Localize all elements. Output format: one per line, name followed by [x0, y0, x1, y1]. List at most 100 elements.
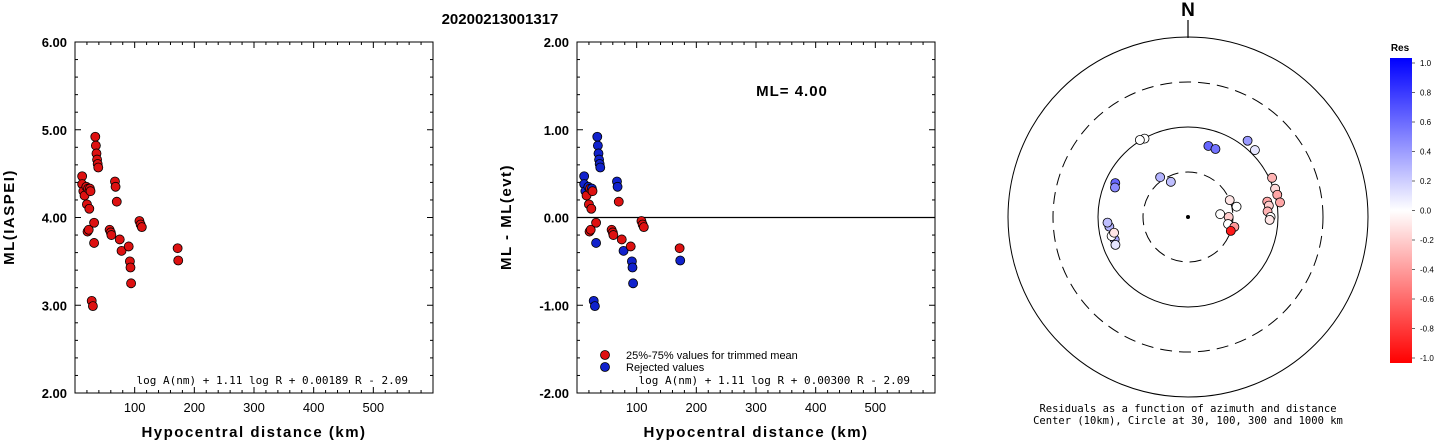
station-point: [1109, 227, 1119, 238]
data-point: [592, 131, 603, 142]
data-point: [84, 203, 95, 214]
azimuth-residual-panel: N Residuals as a function of azimuth and…: [1007, 0, 1369, 427]
polar-caption-line2: Center (10km), Circle at 30, 100, 300 an…: [1033, 415, 1343, 427]
legend-rejected-label: Rejected values: [626, 362, 705, 374]
y-tick-label: 2.00: [42, 386, 67, 401]
distance-ring: [1097, 126, 1279, 308]
y-tick-label: 6.00: [42, 35, 67, 50]
station-point: [1215, 209, 1226, 220]
data-point: [627, 262, 638, 273]
data-point: [136, 222, 147, 233]
data-point: [116, 245, 127, 256]
y-tick-label: 5.00: [42, 123, 67, 138]
data-point: [83, 224, 94, 235]
data-point: [613, 196, 624, 207]
data-point: [126, 278, 136, 289]
y-tick-label: 0.00: [544, 211, 569, 226]
residual-points: [579, 131, 686, 312]
colorbar-tick-label: 0.2: [1420, 177, 1432, 186]
colorbar-tick-labels: 1.0 0.8 0.6 0.4 0.2 0.0 -0.2 -0.4 -0.6 -0.8 -1.0: [1412, 59, 1434, 363]
data-point: [88, 301, 98, 312]
residual-colorbar: Res 1.0 0.8 0.6 0.4 0.2 0.0 -0.2 -0.4 -0.6 -0.8 -1…: [1390, 43, 1434, 363]
data-point: [638, 222, 649, 233]
colorbar-tick-label: -0.2: [1420, 236, 1434, 245]
distance-rings: [1007, 36, 1369, 398]
x-tick-label: 100: [626, 400, 648, 415]
ml-plot-frame: [74, 41, 434, 394]
station-point: [1225, 226, 1236, 236]
x-tick-label: 200: [685, 400, 707, 415]
data-point: [123, 241, 134, 252]
x-tick-label: 300: [745, 400, 767, 415]
station-point: [1250, 145, 1260, 155]
residual-x-axis-label: Hypocentral distance (km): [643, 424, 868, 441]
ml-x-axis-label: Hypocentral distance (km): [141, 424, 366, 441]
colorbar-tick-label: -1.0: [1420, 354, 1434, 363]
x-tick-label: 400: [303, 400, 325, 415]
data-point: [106, 230, 117, 240]
colorbar-tick-label: -0.8: [1420, 325, 1434, 334]
station-point: [1155, 172, 1166, 183]
distance-ring: [1007, 36, 1369, 398]
data-point: [111, 196, 122, 207]
polar-caption-line1: Residuals as a function of azimuth and d…: [1039, 403, 1336, 415]
y-tick-label: -2.00: [539, 386, 569, 401]
data-point: [625, 241, 636, 252]
residual-y-axis-label: ML - ML(evt): [498, 164, 515, 270]
y-tick-label: -1.00: [539, 298, 569, 313]
data-point: [93, 162, 104, 173]
colorbar-tick-label: 0.8: [1420, 89, 1432, 98]
station-point: [1165, 176, 1176, 187]
data-point: [173, 255, 184, 266]
station-point: [1110, 182, 1120, 193]
x-tick-label: 100: [124, 400, 146, 415]
station-point: [1134, 135, 1145, 145]
station-point: [1210, 144, 1221, 154]
data-point: [591, 238, 601, 248]
epicenter-marker: [1186, 215, 1190, 219]
figure-title: 20200213001317: [442, 11, 559, 28]
data-point: [587, 186, 598, 197]
ml-value-annotation: ML= 4.00: [756, 83, 828, 100]
data-point: [172, 243, 183, 254]
ml-distance-panel: 2.00 3.00 4.00 5.00 6.00 100 200 300 400 500 log …: [1, 35, 434, 441]
data-point: [674, 243, 685, 254]
colorbar-gradient: [1390, 58, 1412, 363]
x-tick-label: 500: [362, 400, 384, 415]
y-tick-label: 1.00: [544, 123, 569, 138]
data-point: [616, 234, 627, 245]
data-point: [595, 162, 606, 173]
data-point: [125, 262, 136, 273]
data-point: [675, 255, 686, 266]
legend-accepted-marker: [600, 350, 610, 360]
data-point: [85, 186, 96, 197]
y-tick-label: 4.00: [42, 211, 67, 226]
residual-axis-ticks: -2.00 -1.00 0.00 1.00 2.00 100 200 300 400 500: [539, 35, 936, 415]
data-point: [89, 217, 99, 228]
ml-axis-ticks: 2.00 3.00 4.00 5.00 6.00 100 200 300 400 500: [42, 35, 434, 415]
colorbar-tick-label: 0.4: [1420, 148, 1432, 157]
colorbar-title: Res: [1391, 43, 1410, 54]
x-tick-label: 500: [864, 400, 886, 415]
data-point: [590, 301, 600, 312]
colorbar-tick-label: -0.6: [1420, 295, 1434, 304]
station-point: [1224, 195, 1235, 206]
x-tick-label: 300: [243, 400, 265, 415]
station-point: [1264, 214, 1275, 225]
x-tick-label: 200: [183, 400, 205, 415]
station-point: [1110, 239, 1121, 250]
station-residual-points: [1102, 133, 1285, 250]
colorbar-tick-label: 1.0: [1420, 59, 1432, 68]
data-point: [114, 234, 125, 245]
legend-accepted-label: 25%-75% values for trimmed mean: [626, 350, 798, 362]
residual-distance-panel: -2.00 -1.00 0.00 1.00 2.00 100 200 300 400 500 ML…: [498, 35, 936, 441]
data-point: [628, 278, 638, 289]
distance-ring: [1052, 81, 1324, 353]
station-point: [1102, 217, 1113, 228]
data-point: [591, 217, 601, 228]
data-point: [608, 230, 619, 240]
data-point: [90, 131, 101, 142]
data-point: [586, 203, 597, 214]
legend-rejected-marker: [600, 362, 610, 372]
data-point: [618, 245, 629, 256]
